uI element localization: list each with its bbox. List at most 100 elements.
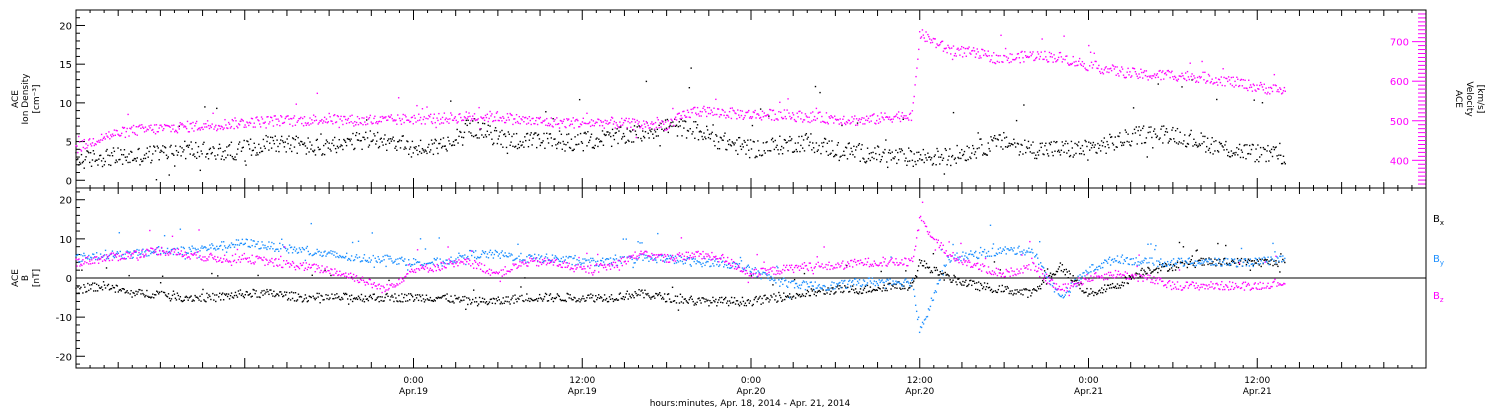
by-point bbox=[519, 259, 521, 261]
by-point bbox=[376, 261, 378, 263]
by-point bbox=[474, 250, 477, 252]
velocity-point bbox=[1085, 68, 1087, 71]
density-point bbox=[1283, 161, 1286, 163]
density-point bbox=[228, 144, 231, 146]
bx-point bbox=[1037, 286, 1039, 288]
velocity-point bbox=[1057, 56, 1060, 59]
density-point bbox=[980, 138, 982, 140]
velocity-point bbox=[418, 119, 421, 121]
bx-point bbox=[75, 287, 77, 289]
bx-point bbox=[114, 291, 117, 293]
bx-point bbox=[872, 288, 875, 291]
velocity-point bbox=[716, 113, 718, 116]
bx-point bbox=[822, 289, 824, 291]
bx-point bbox=[966, 285, 968, 288]
density-point bbox=[549, 133, 552, 135]
density-point bbox=[527, 145, 530, 148]
density-point bbox=[174, 165, 176, 167]
by-point bbox=[327, 252, 329, 254]
by-point bbox=[452, 262, 454, 264]
velocity-point bbox=[609, 121, 611, 124]
density-point bbox=[904, 160, 906, 162]
by-point bbox=[324, 250, 326, 252]
bx-point bbox=[376, 297, 378, 299]
velocity-point bbox=[970, 53, 972, 55]
bx-point bbox=[1141, 267, 1143, 270]
density-point bbox=[746, 144, 748, 146]
bx-point bbox=[432, 300, 435, 303]
density-point bbox=[1235, 151, 1237, 154]
density-point bbox=[227, 145, 230, 147]
top-right-ylabel-line-1: ACE bbox=[1453, 90, 1463, 108]
density-point bbox=[776, 144, 778, 147]
velocity-point bbox=[90, 145, 93, 147]
density-point bbox=[204, 106, 206, 108]
by-point bbox=[235, 239, 238, 241]
by-point bbox=[499, 257, 501, 259]
velocity-point bbox=[1005, 56, 1008, 58]
bx-point bbox=[79, 287, 81, 290]
bx-point bbox=[315, 297, 317, 299]
bx-point bbox=[634, 291, 636, 293]
by-point bbox=[142, 248, 144, 250]
velocity-point bbox=[207, 124, 210, 127]
density-point bbox=[625, 141, 627, 143]
by-point bbox=[93, 253, 95, 256]
bx-point bbox=[831, 287, 833, 289]
velocity-point bbox=[1268, 86, 1270, 89]
density-point bbox=[170, 144, 172, 147]
bx-point bbox=[192, 299, 194, 301]
density-point bbox=[1110, 136, 1112, 139]
by-point bbox=[518, 255, 520, 257]
velocity-point bbox=[1195, 81, 1197, 83]
velocity-point bbox=[315, 119, 318, 121]
bx-point bbox=[794, 297, 797, 299]
bx-point bbox=[502, 297, 504, 299]
by-point bbox=[146, 255, 148, 257]
velocity-point bbox=[572, 117, 574, 119]
velocity-point bbox=[911, 110, 914, 112]
velocity-point bbox=[445, 117, 447, 119]
velocity-point bbox=[404, 114, 406, 116]
bx-point bbox=[827, 287, 829, 289]
velocity-point bbox=[959, 54, 961, 56]
density-point bbox=[81, 162, 84, 164]
density-point bbox=[312, 150, 314, 152]
bx-point bbox=[891, 284, 893, 286]
bx-point bbox=[302, 300, 305, 302]
density-point bbox=[773, 148, 776, 151]
velocity-point bbox=[511, 114, 513, 117]
bx-point bbox=[278, 295, 280, 297]
by-point bbox=[279, 242, 281, 245]
velocity-point bbox=[140, 127, 142, 130]
bx-point bbox=[168, 297, 171, 300]
density-point bbox=[343, 138, 345, 141]
density-point bbox=[621, 136, 624, 138]
bx-point bbox=[1223, 258, 1225, 260]
velocity-point bbox=[809, 121, 811, 124]
density-point bbox=[446, 150, 448, 152]
density-point bbox=[439, 142, 441, 145]
velocity-point bbox=[622, 122, 625, 124]
density-point bbox=[110, 152, 113, 154]
bx-point bbox=[707, 299, 709, 301]
velocity-point bbox=[485, 116, 488, 119]
bx-point bbox=[539, 297, 542, 299]
velocity-point bbox=[1069, 63, 1072, 65]
density-point bbox=[377, 147, 380, 149]
density-point bbox=[1280, 154, 1282, 156]
density-point bbox=[431, 143, 434, 145]
bx-point bbox=[171, 294, 174, 297]
density-point bbox=[1055, 141, 1057, 144]
density-point bbox=[1190, 129, 1192, 132]
density-point bbox=[578, 143, 580, 145]
by-point bbox=[632, 266, 634, 269]
velocity-point bbox=[772, 109, 775, 112]
bx-point bbox=[734, 303, 737, 305]
velocity-point bbox=[333, 114, 336, 116]
bx-point bbox=[788, 293, 791, 295]
velocity-point bbox=[250, 117, 253, 120]
density-point bbox=[877, 146, 880, 148]
density-point bbox=[818, 144, 820, 147]
density-point bbox=[686, 129, 689, 132]
